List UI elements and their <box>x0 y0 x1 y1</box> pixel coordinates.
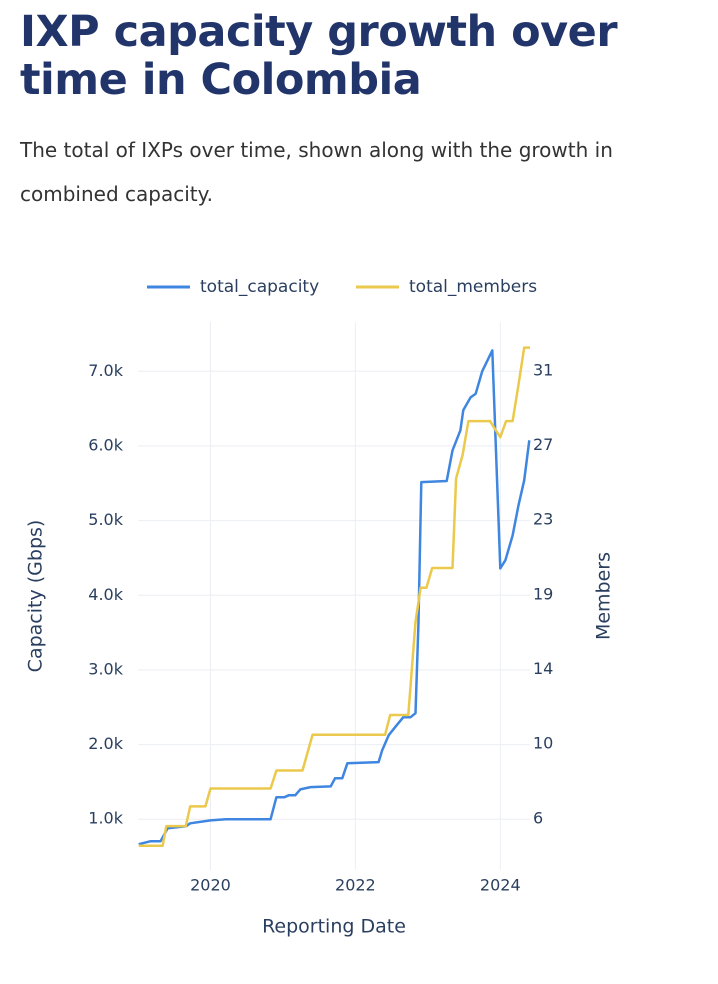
line <box>138 346 530 848</box>
y2-tick-label: 10 <box>533 734 553 753</box>
y-tick-label: 1.0k <box>88 809 123 828</box>
y2-tick-label: 23 <box>533 510 553 529</box>
y2-tick-label: 14 <box>533 659 553 678</box>
y-tick-label: 6.0k <box>88 435 123 454</box>
line <box>138 349 531 846</box>
x-tick-label: 2020 <box>190 876 231 895</box>
y2-tick-label: 6 <box>533 808 543 827</box>
subtitle: The total of IXPs over time, shown along… <box>20 138 613 206</box>
y-tick-label: 3.0k <box>88 659 123 678</box>
y-tick-label: 2.0k <box>88 734 123 753</box>
y-axis-title: Capacity (Gbps) <box>25 520 47 673</box>
legend-label: total_capacity <box>200 277 319 297</box>
y2-tick-label: 31 <box>533 360 553 379</box>
y-tick-label: 4.0k <box>88 585 123 604</box>
legend-label: total_members <box>409 277 537 297</box>
x-axis-title: Reporting Date <box>262 916 406 938</box>
x-tick-label: 2022 <box>335 876 376 895</box>
y2-tick-label: 19 <box>533 584 553 603</box>
x-tick-label: 2024 <box>480 876 521 895</box>
title: IXP capacity growth over time in Colombi… <box>20 7 618 105</box>
y2-axis-title: Members <box>593 552 615 640</box>
y-tick-label: 7.0k <box>88 361 123 380</box>
y2-tick-label: 27 <box>533 435 553 454</box>
y-tick-label: 5.0k <box>88 510 123 529</box>
